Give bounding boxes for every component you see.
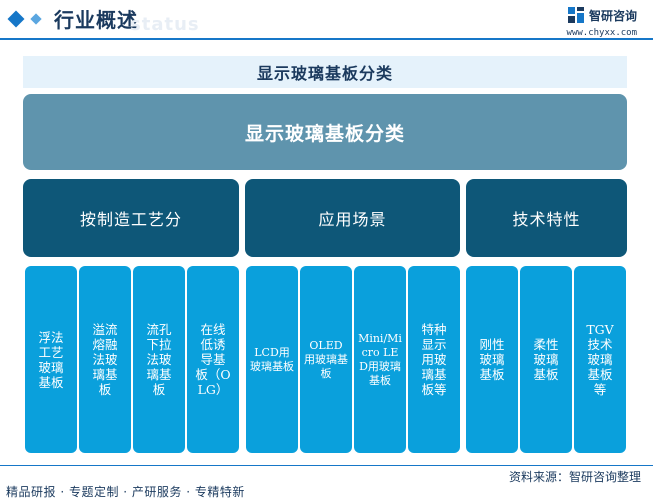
source-note: 资料来源：智研咨询整理 [508, 470, 641, 484]
category-node-technology: 技术特性 [466, 179, 627, 257]
leaf-node: 浮法工艺玻璃基板 [25, 266, 77, 453]
brand-url: www.chyxx.com [566, 28, 637, 38]
root-node: 显示玻璃基板分类 [23, 94, 627, 170]
leaf-node: 柔性玻璃基板 [520, 266, 572, 453]
leaf-label: 溢流熔融法玻璃基板 [92, 322, 118, 397]
category-label: 按制造工艺分 [79, 210, 182, 229]
leaf-node: 溢流熔融法玻璃基板 [79, 266, 131, 453]
category-node-process: 按制造工艺分 [23, 179, 239, 257]
leaf-node: TGV技术玻璃基板等 [574, 266, 626, 453]
category-node-application: 应用场景 [245, 179, 460, 257]
category-label: 应用场景 [318, 210, 387, 229]
leaf-label: TGV技术玻璃基板等 [586, 322, 614, 397]
leaf-label: Mini/Micro LED用玻璃基板 [358, 331, 402, 387]
leaf-node: OLED用玻璃基板 [300, 266, 352, 453]
leaf-label: LCD用玻璃基板 [250, 345, 294, 373]
banner-title: 显示玻璃基板分类 [256, 64, 393, 83]
brand-block: 智研咨询 www.chyxx.com [567, 6, 637, 38]
small-diamond-icon [30, 12, 42, 25]
header-watermark: status [130, 14, 200, 35]
header-divider [0, 38, 653, 40]
diagram-banner: 显示玻璃基板分类 [23, 56, 627, 88]
leaf-label: 在线低诱导基板（OLG） [195, 322, 231, 397]
leaf-node: Mini/Micro LED用玻璃基板 [354, 266, 406, 453]
brand-name: 智研咨询 [588, 8, 637, 23]
leaf-node: 特种显示用玻璃基板等 [408, 266, 460, 453]
header-title-group: 行业概述 [7, 4, 138, 33]
diamond-icon [7, 10, 25, 27]
leaf-label: 刚性玻璃基板 [479, 337, 505, 382]
footer-divider [0, 465, 653, 466]
leaf-label: 浮法工艺玻璃基板 [38, 329, 64, 390]
leaf-label: 流孔下拉法玻璃基板 [146, 322, 172, 397]
brand-logo-icon [567, 7, 584, 23]
leaf-label: 柔性玻璃基板 [533, 337, 559, 382]
leaf-label: 特种显示用玻璃基板等 [421, 322, 447, 397]
leaf-node: 流孔下拉法玻璃基板 [133, 266, 185, 453]
category-label: 技术特性 [512, 210, 581, 229]
root-node-label: 显示玻璃基板分类 [244, 122, 405, 145]
page-header: 行业概述 status 智研咨询 www.chyxx.com [0, 0, 653, 50]
leaf-node: 在线低诱导基板（OLG） [187, 266, 239, 453]
leaf-label: OLED用玻璃基板 [304, 338, 348, 380]
leaf-node: LCD用玻璃基板 [246, 266, 298, 453]
footer-tagline: 精品研报 · 专题定制 · 产研服务 · 专精特新 [6, 485, 245, 499]
header-title: 行业概述 [54, 8, 138, 32]
leaf-node: 刚性玻璃基板 [466, 266, 518, 453]
